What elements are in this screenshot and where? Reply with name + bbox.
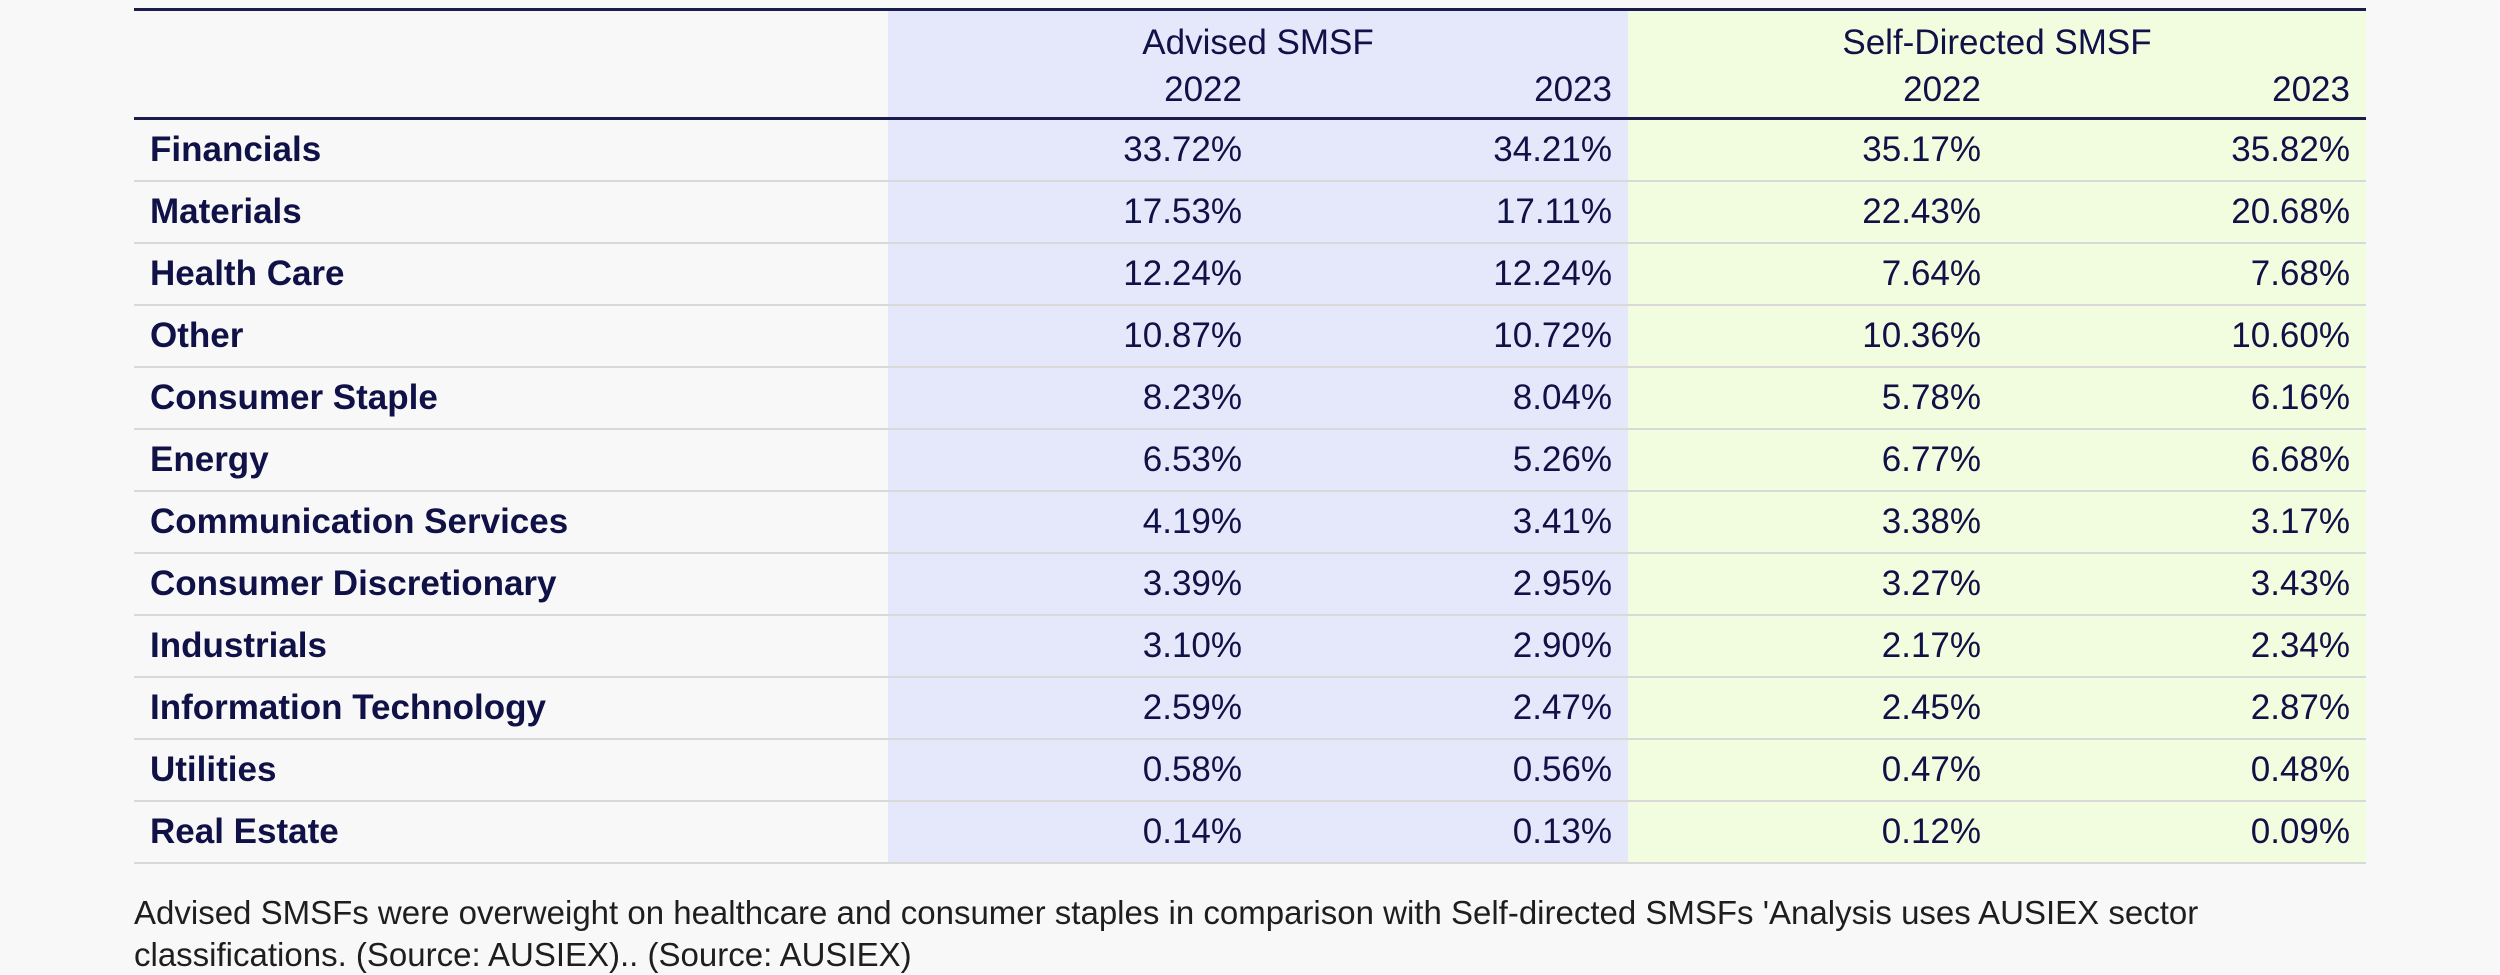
cell-advised-2023: 0.56%: [1258, 739, 1628, 802]
table-row: Consumer Discretionary 3.39% 2.95% 3.27% 3.4…: [134, 553, 2366, 616]
cell-advised-2022: 0.58%: [888, 739, 1258, 802]
cell-self-2022: 0.47%: [1628, 739, 1997, 802]
cell-advised-2022: 0.14%: [888, 801, 1258, 864]
cell-advised-2023: 34.21%: [1258, 118, 1628, 182]
cell-self-2023: 3.43%: [1997, 553, 2366, 616]
cell-self-2023: 2.87%: [1997, 677, 2366, 740]
group-header-row: Advised SMSF Self-Directed SMSF: [134, 9, 2366, 64]
cell-self-2023: 6.68%: [1997, 429, 2366, 492]
cell-advised-2022: 3.10%: [888, 615, 1258, 678]
table-row: Consumer Staple 8.23% 8.04% 5.78% 6.16%: [134, 367, 2366, 430]
cell-advised-2023: 17.11%: [1258, 181, 1628, 244]
row-label: Energy: [134, 429, 888, 492]
cell-self-2022: 0.12%: [1628, 801, 1997, 864]
cell-advised-2022: 6.53%: [888, 429, 1258, 492]
row-label: Utilities: [134, 739, 888, 802]
cell-advised-2022: 8.23%: [888, 367, 1258, 430]
row-label: Consumer Staple: [134, 367, 888, 430]
sector-allocation-table: Advised SMSF Self-Directed SMSF 2022 202…: [134, 8, 2366, 864]
cell-self-2022: 7.64%: [1628, 243, 1997, 306]
year-header-advised-2022: 2022: [888, 63, 1258, 120]
cell-self-2022: 5.78%: [1628, 367, 1997, 430]
cell-advised-2022: 17.53%: [888, 181, 1258, 244]
cell-self-2023: 20.68%: [1997, 181, 2366, 244]
cell-advised-2023: 8.04%: [1258, 367, 1628, 430]
cell-advised-2023: 5.26%: [1258, 429, 1628, 492]
row-label: Information Technology: [134, 677, 888, 740]
cell-self-2023: 0.48%: [1997, 739, 2366, 802]
cell-self-2022: 2.45%: [1628, 677, 1997, 740]
cell-advised-2022: 3.39%: [888, 553, 1258, 616]
row-label: Real Estate: [134, 801, 888, 864]
cell-advised-2023: 10.72%: [1258, 305, 1628, 368]
cell-advised-2022: 4.19%: [888, 491, 1258, 554]
cell-self-2022: 22.43%: [1628, 181, 1997, 244]
cell-self-2023: 10.60%: [1997, 305, 2366, 368]
table-row: Other 10.87% 10.72% 10.36% 10.60%: [134, 305, 2366, 368]
cell-advised-2022: 12.24%: [888, 243, 1258, 306]
table-body: Financials 33.72% 34.21% 35.17% 35.82% Materi…: [134, 118, 2366, 864]
year-header-self-2023: 2023: [1997, 63, 2366, 120]
cell-advised-2022: 33.72%: [888, 118, 1258, 182]
group-header-advised: Advised SMSF: [888, 9, 1628, 63]
cell-advised-2022: 2.59%: [888, 677, 1258, 740]
cell-self-2023: 7.68%: [1997, 243, 2366, 306]
year-header-advised-2023: 2023: [1258, 63, 1628, 120]
row-label: Communication Services: [134, 491, 888, 554]
cell-advised-2023: 0.13%: [1258, 801, 1628, 864]
table-row: Information Technology 2.59% 2.47% 2.45% 2.8…: [134, 677, 2366, 740]
cell-self-2022: 3.38%: [1628, 491, 1997, 554]
table-row: Industrials 3.10% 2.90% 2.17% 2.34%: [134, 615, 2366, 678]
cell-advised-2023: 12.24%: [1258, 243, 1628, 306]
table-row: Utilities 0.58% 0.56% 0.47% 0.48%: [134, 739, 2366, 802]
year-header-self-2022: 2022: [1628, 63, 1997, 120]
cell-self-2022: 3.27%: [1628, 553, 1997, 616]
cell-advised-2023: 3.41%: [1258, 491, 1628, 554]
cell-self-2022: 35.17%: [1628, 118, 1997, 182]
cell-self-2023: 3.17%: [1997, 491, 2366, 554]
cell-advised-2023: 2.95%: [1258, 553, 1628, 616]
row-label: Other: [134, 305, 888, 368]
group-header-self-directed: Self-Directed SMSF: [1628, 9, 2366, 63]
cell-advised-2022: 10.87%: [888, 305, 1258, 368]
cell-advised-2023: 2.47%: [1258, 677, 1628, 740]
cell-self-2023: 6.16%: [1997, 367, 2366, 430]
row-label: Financials: [134, 118, 888, 182]
cell-self-2022: 6.77%: [1628, 429, 1997, 492]
cell-self-2022: 2.17%: [1628, 615, 1997, 678]
header-corner: [134, 10, 888, 64]
table-row: Energy 6.53% 5.26% 6.77% 6.68%: [134, 429, 2366, 492]
row-label: Materials: [134, 181, 888, 244]
table-row: Materials 17.53% 17.11% 22.43% 20.68%: [134, 181, 2366, 244]
year-header-corner: [134, 63, 888, 120]
year-header-row: 2022 2023 2022 2023: [134, 63, 2366, 120]
cell-self-2023: 2.34%: [1997, 615, 2366, 678]
table-caption: Advised SMSFs were overweight on healthc…: [134, 894, 2199, 973]
cell-advised-2023: 2.90%: [1258, 615, 1628, 678]
table-row: Health Care 12.24% 12.24% 7.64% 7.68%: [134, 243, 2366, 306]
cell-self-2023: 0.09%: [1997, 801, 2366, 864]
table-row: Real Estate 0.14% 0.13% 0.12% 0.09%: [134, 801, 2366, 864]
table-row: Financials 33.72% 34.21% 35.17% 35.82%: [134, 118, 2366, 182]
row-label: Health Care: [134, 243, 888, 306]
table-row: Communication Services 4.19% 3.41% 3.38% 3.1…: [134, 491, 2366, 554]
cell-self-2022: 10.36%: [1628, 305, 1997, 368]
table-figure: Advised SMSF Self-Directed SMSF 2022 202…: [134, 8, 2366, 975]
cell-self-2023: 35.82%: [1997, 118, 2366, 182]
row-label: Consumer Discretionary: [134, 553, 888, 616]
row-label: Industrials: [134, 615, 888, 678]
